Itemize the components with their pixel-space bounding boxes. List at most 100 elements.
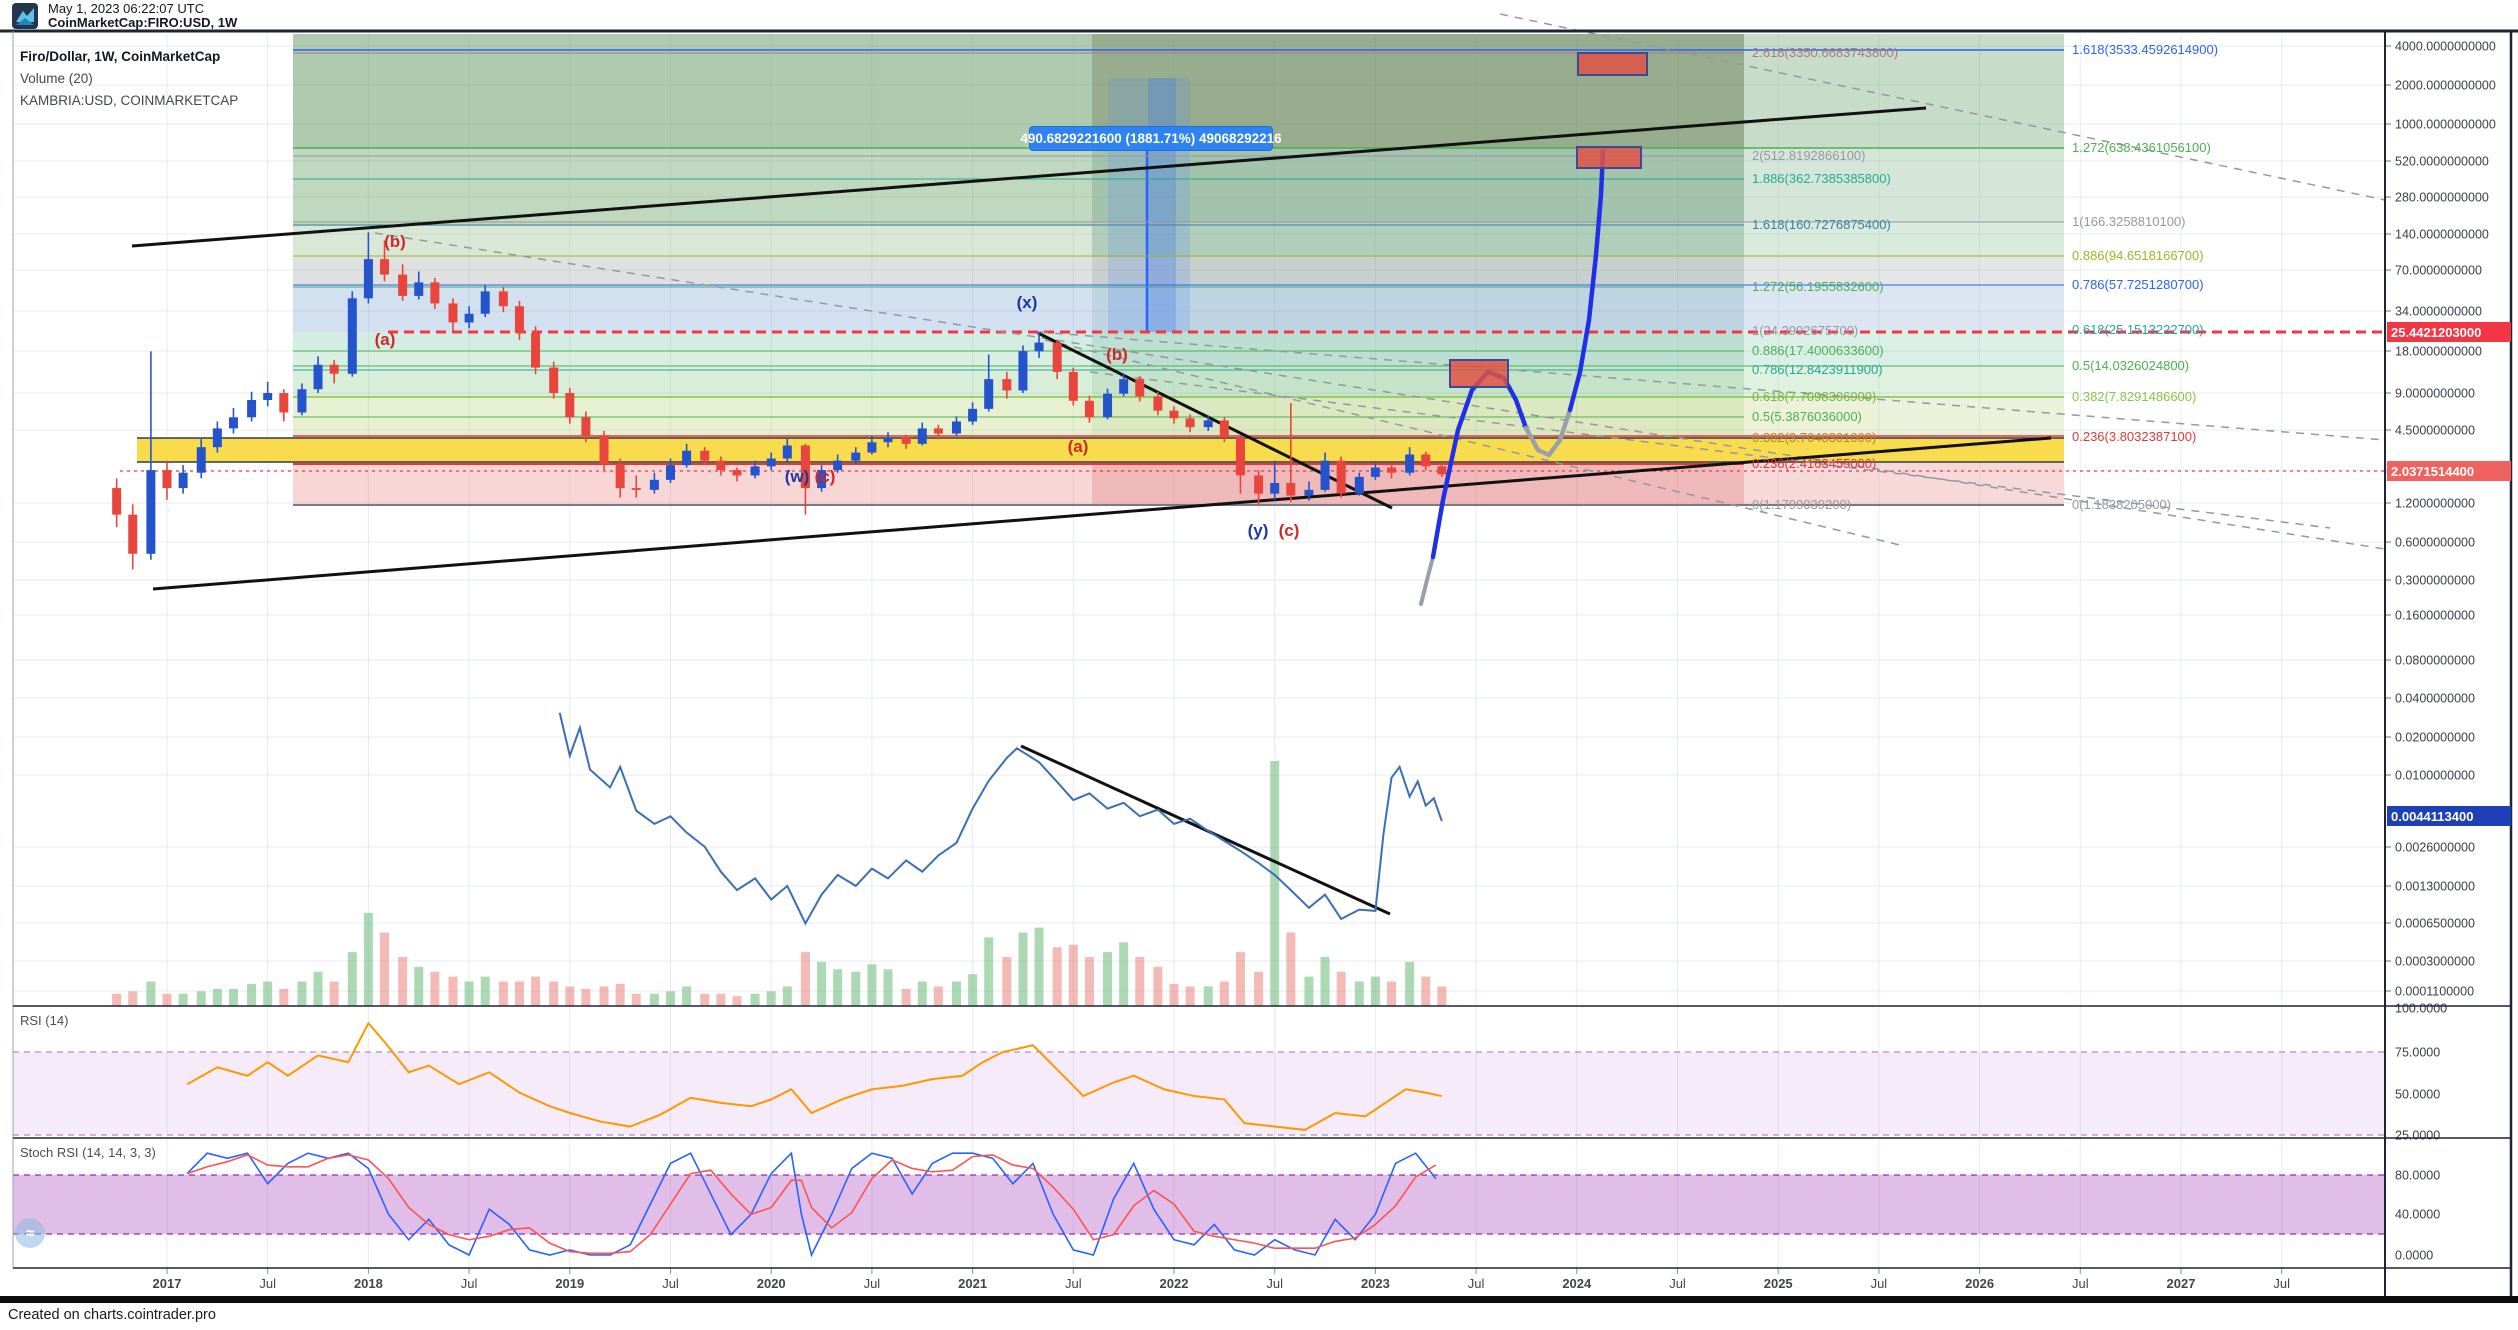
candle-down [1153,396,1163,411]
measure-tool-layer [1108,78,1190,332]
volume-indicator-title[interactable]: Volume (20) [20,71,93,86]
candle-down [279,393,289,413]
volume-bar [1270,761,1280,1006]
projection-curve [1523,407,1573,458]
candle-down [565,393,575,418]
svg-text:1.618(3533.4592614900): 1.618(3533.4592614900) [2072,42,2218,57]
volume-bar [833,969,843,1006]
svg-text:(w): (w) [785,467,810,486]
volume-bar [1169,983,1179,1006]
fib-zone-b [1744,34,2064,148]
app-logo-icon [12,3,38,29]
volume-bar [430,971,440,1006]
stoch-indicator-title[interactable]: Stoch RSI (14, 14, 3, 3) [20,1145,156,1160]
price-badge-resistance: 25.4421203000 [2387,322,2511,342]
volume-bar [514,981,524,1006]
volume-bar [196,991,206,1006]
volume-bar [1304,976,1314,1006]
candle-down [1068,371,1078,401]
kambria-line [558,712,1443,926]
candle-up [1034,342,1044,352]
candle-up [464,313,474,323]
candle-down [329,364,339,374]
svg-text:2017: 2017 [153,1276,182,1291]
volume-bar [1052,947,1062,1006]
main-series-title[interactable]: Firo/Dollar, 1W, CoinMarketCap [20,49,221,64]
volume-bar [766,991,776,1006]
svg-text:0(1.1799039200): 0(1.1799039200) [1752,497,1851,512]
volume-bar [1336,971,1346,1006]
svg-text:2000.0000000000: 2000.0000000000 [2395,79,2496,93]
candle-down [615,463,625,489]
volume-bar [1219,981,1229,1006]
fib-zone-a [293,352,1092,370]
svg-text:(x): (x) [1017,293,1038,312]
fib-zone-overlap [1092,366,1744,398]
candle-down [1421,454,1431,467]
candle-up [750,466,760,476]
candle-down [448,303,458,323]
svg-text:0(1.1838205000): 0(1.1838205000) [2072,497,2171,512]
svg-text:0.786(12.8423911900): 0.786(12.8423911900) [1752,362,1883,377]
volume-bar [498,981,508,1006]
pane-borders-layer [0,29,2518,1296]
fib-zone-a [293,34,1092,148]
measure-range-column [1108,78,1190,332]
volume-bar [666,991,675,1006]
volume-bar [128,991,138,1006]
candle-down [398,274,408,296]
price-axis[interactable]: 4000.0000000000 2000.0000000000 1000.00000… [2385,40,2496,1263]
volume-bar [917,981,927,1006]
volume-bar [782,986,792,1006]
svg-text:2019: 2019 [555,1276,584,1291]
candle-up [666,465,675,480]
measure-tool-label[interactable]: 490.6829221600 (1881.71%) 49068292216 [1020,126,1282,151]
candle-down [1185,418,1195,428]
candles-layer [112,232,1447,570]
svg-text:Jul: Jul [1266,1276,1283,1291]
svg-text:0.0001100000: 0.0001100000 [2395,985,2474,999]
volume-bar [313,971,323,1006]
fib-zones-layer [137,34,2064,505]
compare-series-title[interactable]: KAMBRIA:USD, COINMARKETCAP [20,93,239,108]
svg-text:0.886(17.4000633600): 0.886(17.4000633600) [1752,343,1884,358]
svg-text:1.272(56.1955832600): 1.272(56.1955832600) [1752,279,1884,294]
svg-text:Jul: Jul [1871,1276,1888,1291]
candle-up [146,470,156,554]
volume-bar [1235,952,1245,1006]
candle-up [363,259,373,299]
svg-text:Jul: Jul [1669,1276,1686,1291]
fib-zone-a [293,226,1092,257]
candle-up [1405,454,1415,473]
volume-bar [615,983,625,1006]
candle-down [531,332,541,368]
svg-text:0.5(14.0326024800): 0.5(14.0326024800) [2072,358,2189,373]
volume-bar [1185,986,1195,1006]
candle-up [682,450,692,466]
fib-zone-overlap [1092,257,1744,284]
candle-down [631,488,641,490]
svg-text:2024: 2024 [1562,1276,1592,1291]
candle-down [1135,379,1145,397]
time-axis[interactable]: 2017 Jul 2018 Jul 2019 Jul 2020 Jul 2021 Jul 2022 J… [153,1268,2291,1291]
fib-zone-b [1744,330,2064,366]
svg-text:2023: 2023 [1361,1276,1390,1291]
projection-curve [1419,555,1435,606]
candle-down [581,417,591,437]
candle-down [1219,420,1229,438]
volume-bar [933,986,943,1006]
volume-bar [565,986,575,1006]
svg-text:2021: 2021 [958,1276,987,1291]
candle-down [514,306,524,333]
candle-up [313,364,323,390]
rsi-indicator-title[interactable]: RSI (14) [20,1013,69,1028]
candle-up [1103,393,1113,418]
svg-text:34.0000000000: 34.0000000000 [2395,305,2482,319]
fib-zone-b [1744,222,2064,257]
bottom-divider [0,1296,2518,1303]
volume-bar [146,981,156,1006]
fib-zone-b [1744,366,2064,398]
rsi-line [186,1021,1443,1131]
